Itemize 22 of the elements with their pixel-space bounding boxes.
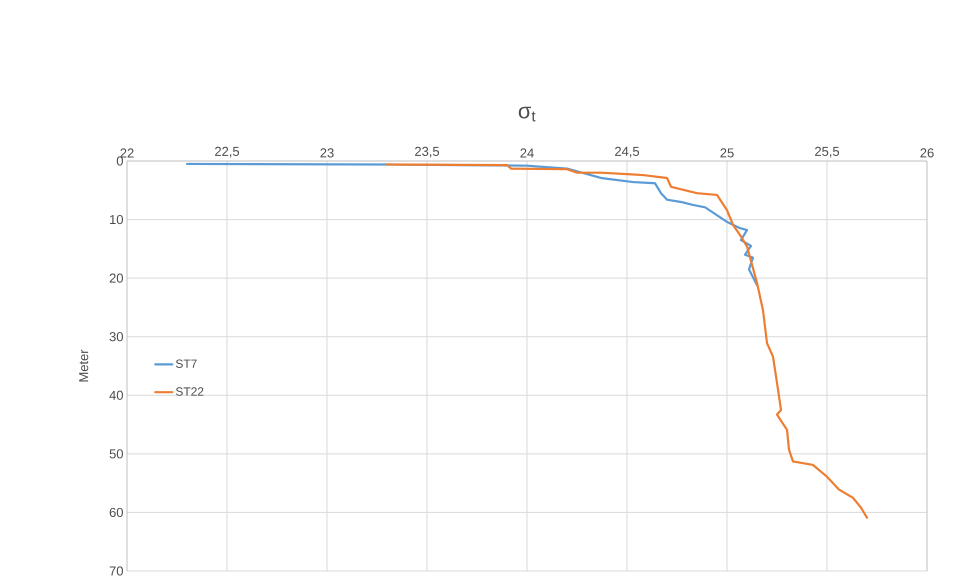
y-tick-label: 30 xyxy=(110,332,123,342)
x-tick-label: 26 xyxy=(920,148,934,158)
line-series xyxy=(386,163,868,519)
x-tick-label: 23,5 xyxy=(415,146,440,158)
y-tick-label: 20 xyxy=(110,274,123,283)
y-tick-label: 10 xyxy=(110,214,123,224)
x-tick-label: 25,5 xyxy=(815,146,840,158)
x-tick-label: 22,5 xyxy=(215,146,240,158)
x-tick-label: 24 xyxy=(520,148,534,158)
y-tick-label: 70 xyxy=(110,566,123,576)
y-axis-title: Meter xyxy=(79,350,88,382)
x-tick-label: 22 xyxy=(120,148,134,158)
y-tick-label: 40 xyxy=(109,390,123,400)
x-tick-label: 24,5 xyxy=(615,146,640,158)
y-tick-label: 60 xyxy=(110,508,123,517)
x-tick-label: 23 xyxy=(320,148,334,158)
legend-label: ST7 xyxy=(176,359,197,368)
line-series xyxy=(186,162,758,286)
x-tick-label: 25 xyxy=(720,148,734,158)
chart-title: σ$_{t}$ xyxy=(518,106,536,122)
legend-label: ST22 xyxy=(176,387,204,396)
y-tick-label: 50 xyxy=(110,449,123,458)
